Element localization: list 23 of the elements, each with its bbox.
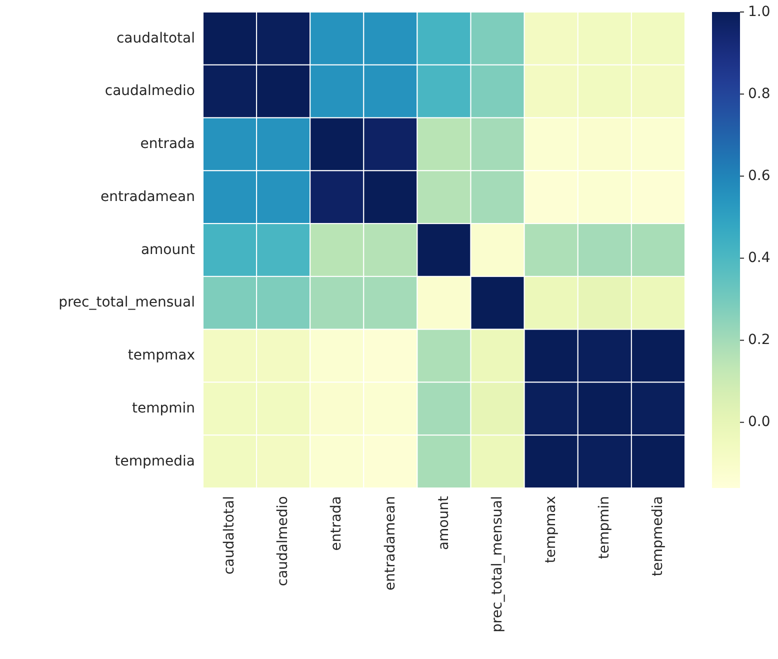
y-tick-label: caudalmedio — [104, 83, 195, 100]
y-tick-label: entrada — [140, 136, 195, 152]
color-bar-label: 0.0 — [748, 414, 770, 430]
color-bar-label: 0.2 — [748, 332, 770, 348]
y-tick-label: tempmax — [128, 348, 195, 364]
x-tick-label: tempmin — [596, 496, 612, 560]
y-tick-label: entradamean — [100, 188, 195, 205]
y-tick-label: tempmedia — [114, 453, 195, 470]
x-tick-label: amount — [436, 496, 452, 550]
x-tick-label: caudalmedio — [275, 496, 292, 586]
x-tick-label: entrada — [328, 496, 345, 551]
color-bar-label: 0.8 — [748, 86, 770, 102]
y-tick-label: caudaltotal — [116, 30, 195, 46]
y-tick-label: prec_total_mensual — [58, 294, 195, 311]
y-tick-label: tempmin — [132, 400, 195, 416]
y-tick-label: amount — [140, 242, 196, 258]
color-bar-label: 0.6 — [748, 168, 770, 184]
color-bar-label: 1.0 — [748, 4, 770, 20]
color-bar-label: 0.4 — [748, 250, 770, 266]
x-tick-label: prec_total_mensual — [489, 496, 506, 632]
x-tick-label: entradamean — [382, 496, 398, 590]
x-tick-label: tempmedia — [650, 496, 666, 576]
x-tick-label: tempmax — [542, 496, 559, 564]
